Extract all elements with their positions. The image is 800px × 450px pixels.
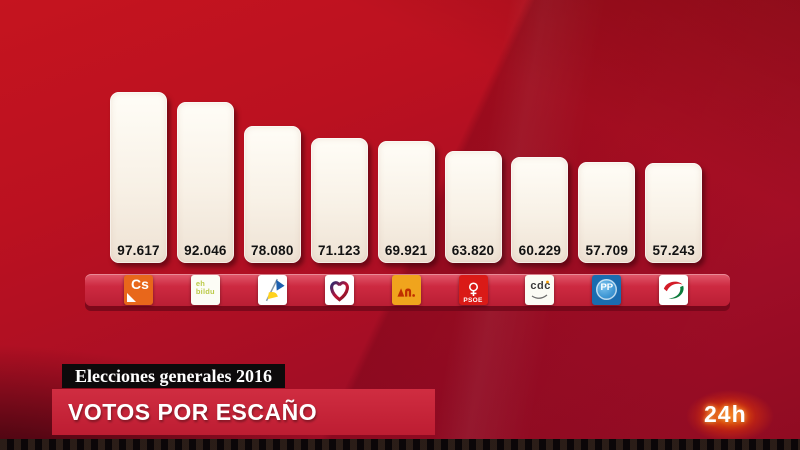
bar-value-label: 57.243 bbox=[652, 243, 695, 258]
bottom-ticker-strip bbox=[0, 439, 800, 450]
channel-logo-glow bbox=[686, 390, 774, 442]
party-pp-logo: PP bbox=[592, 275, 622, 305]
bar-value-label: 97.617 bbox=[117, 243, 160, 258]
party-cca-logo bbox=[257, 275, 287, 305]
bar-eaj-pnv: 57.243 bbox=[645, 163, 703, 263]
bar-cdc: 60.229 bbox=[511, 157, 569, 263]
party-cs-logo: Cs bbox=[124, 275, 153, 305]
kicker-bar: Elecciones generales 2016 bbox=[62, 364, 285, 388]
kicker-text: Elecciones generales 2016 bbox=[75, 366, 272, 386]
party-pnv-logo bbox=[659, 275, 689, 305]
bar-erc: 69.921 bbox=[377, 141, 435, 263]
headline-text: VOTOS POR ESCAÑO bbox=[68, 399, 318, 425]
bar-cca: 78.080 bbox=[243, 126, 301, 263]
bar-value-label: 57.709 bbox=[585, 243, 629, 258]
bar-en-com-podem: 71.123 bbox=[310, 138, 368, 263]
bar-psoe: 63.820 bbox=[444, 151, 502, 263]
bar-value-label: 60.229 bbox=[518, 243, 562, 258]
bar-value-label: 63.820 bbox=[451, 243, 495, 258]
channel-logo-24h: 24h bbox=[704, 401, 747, 427]
bar-value-label: 69.921 bbox=[384, 243, 428, 258]
party-ehbildu-logo: eh bildu bbox=[190, 275, 220, 305]
bar-pp: 57.709 bbox=[578, 162, 636, 263]
bar-cs: 97.617 bbox=[110, 92, 167, 263]
bar-value-label: 71.123 bbox=[317, 243, 361, 258]
party-cdc-logo: cdc bbox=[525, 275, 555, 305]
party-erc-logo bbox=[391, 275, 421, 305]
headline-bar: VOTOS POR ESCAÑO bbox=[52, 389, 435, 435]
bar-value-label: 78.080 bbox=[251, 243, 294, 258]
party-ecp-heart-logo bbox=[324, 275, 354, 305]
bar-eh-bildu: 92.046 bbox=[176, 102, 234, 263]
party-psoe-logo: PSOE bbox=[458, 275, 488, 305]
bar-value-label: 92.046 bbox=[184, 243, 227, 258]
